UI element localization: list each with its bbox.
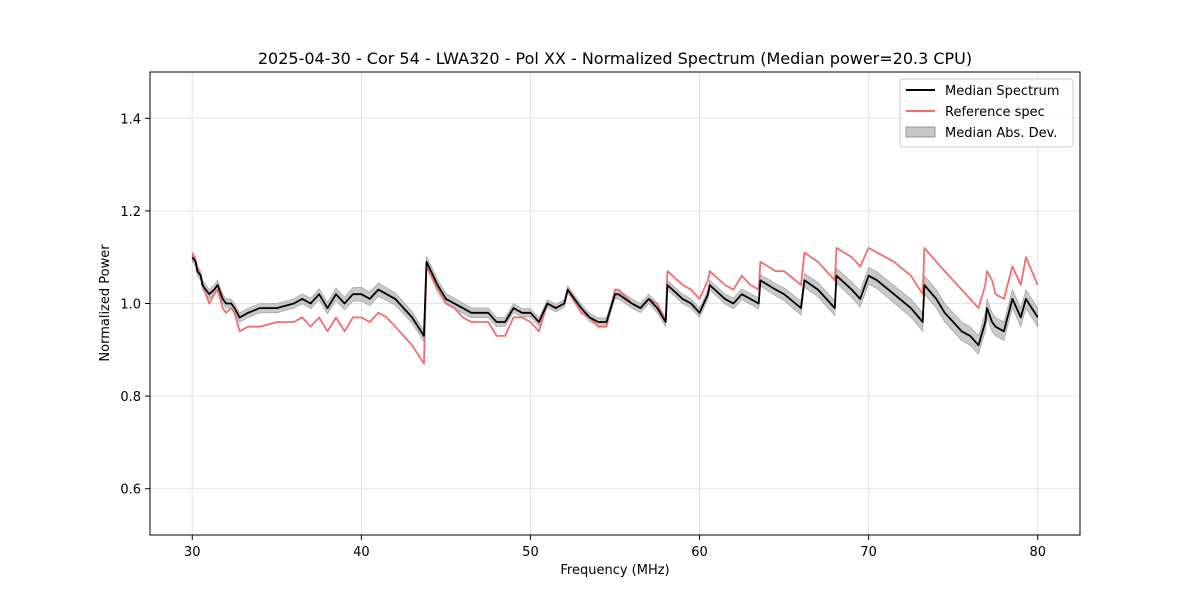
x-axis-label: Frequency (MHz) (560, 563, 669, 578)
legend-label-reference: Reference spec (945, 105, 1045, 120)
legend-label-mad: Median Abs. Dev. (945, 126, 1057, 141)
legend-label-median: Median Spectrum (945, 84, 1059, 99)
median-spectrum-line (191, 256, 1039, 347)
legend-box (899, 78, 1074, 148)
series-lines (191, 246, 1039, 365)
y-tick-label: 1.0 (120, 298, 141, 313)
y-tick-label: 1.2 (120, 205, 141, 220)
x-axis: 30 40 50 60 70 80 (184, 535, 1046, 560)
x-tick-label: 70 (860, 545, 877, 560)
y-tick-label: 1.4 (120, 112, 141, 127)
chart-title: 2025-04-30 - Cor 54 - LWA320 - Pol XX - … (258, 49, 972, 68)
y-tick-label: 0.6 (120, 483, 141, 498)
x-tick-label: 60 (691, 545, 708, 560)
legend-swatch-mad (905, 126, 936, 138)
y-tick-label: 0.8 (120, 390, 141, 405)
y-axis: 0.6 0.8 1.0 1.2 1.4 (120, 112, 150, 498)
legend: Median Spectrum Reference spec Median Ab… (899, 78, 1074, 148)
y-axis-label: Normalized Power (98, 244, 113, 362)
x-tick-label: 80 (1029, 545, 1046, 560)
x-tick-label: 30 (184, 545, 201, 560)
x-tick-label: 40 (353, 545, 370, 560)
x-tick-label: 50 (522, 545, 539, 560)
